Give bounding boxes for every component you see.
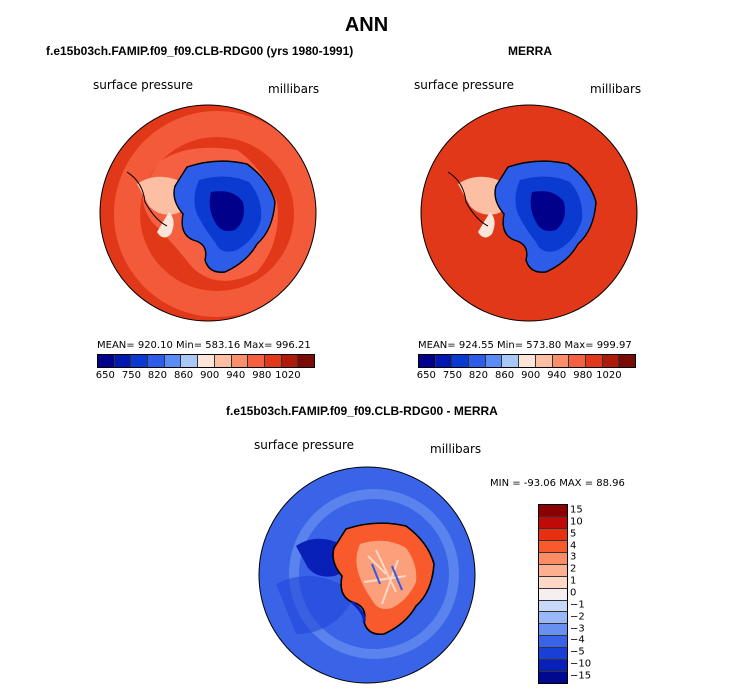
colorbar-diff	[538, 504, 568, 684]
colorbar-swatch	[539, 552, 567, 565]
colorbar-tick-label: 820	[147, 370, 168, 381]
colorbar-tick-label: −3	[570, 623, 585, 635]
colorbar-swatch	[164, 355, 182, 367]
colorbar-swatch	[148, 355, 165, 367]
colorbar-tick-label: 900	[200, 370, 220, 381]
colorbar-swatch	[539, 528, 567, 541]
colorbar-tick-label: 940	[547, 370, 567, 381]
stats-merra: MEAN= 924.55 Min= 573.80 Max= 999.97	[418, 340, 632, 351]
colorbar-swatch	[539, 505, 567, 517]
colorbar-tick-label: 15	[570, 504, 583, 516]
colorbar-tick-label: 1020	[596, 370, 622, 381]
colorbar-tick-label: 2	[570, 563, 577, 575]
colorbar-swatch	[98, 355, 115, 367]
colorbar-ticks-model: 650 750 820 860 900 940 980 1020	[95, 370, 313, 384]
map-merra	[420, 104, 638, 322]
colorbar-swatch	[231, 355, 249, 367]
colorbar-swatch	[619, 355, 635, 367]
colorbar-swatch	[602, 355, 620, 367]
colorbar-tick-label: 1	[570, 575, 577, 587]
panel-title-model: f.e15b03ch.FAMIP.f09_f09.CLB-RDG00 (yrs …	[46, 44, 354, 58]
colorbar-tick-label: 750	[121, 370, 141, 381]
colorbar-tick-label: 10	[570, 516, 583, 528]
colorbar-tick-label: 820	[468, 370, 489, 381]
units-label-merra: millibars	[590, 82, 642, 96]
variable-label-merra: surface pressure	[414, 78, 514, 92]
colorbar-tick-label: 860	[495, 370, 515, 381]
colorbar-tick-label: 1020	[275, 370, 301, 381]
colorbar-tick-label: 900	[521, 370, 541, 381]
colorbar-tick-label: 5	[570, 528, 577, 540]
colorbar-tick-label: 980	[252, 370, 272, 381]
colorbar-swatch	[114, 355, 132, 367]
colorbar-tick-label: 750	[442, 370, 462, 381]
colorbar-swatch	[298, 355, 314, 367]
colorbar-swatch	[248, 355, 265, 367]
colorbar-swatch	[131, 355, 149, 367]
colorbar-model	[97, 354, 315, 368]
colorbar-tick-label: 3	[570, 551, 577, 563]
colorbar-swatch	[552, 355, 570, 367]
colorbar-swatch	[198, 355, 215, 367]
colorbar-swatch	[539, 600, 567, 613]
colorbar-swatch	[539, 576, 567, 589]
units-label-model: millibars	[268, 82, 320, 96]
colorbar-swatch	[535, 355, 553, 367]
colorbar-swatch	[539, 540, 567, 553]
colorbar-tick-label: 980	[573, 370, 593, 381]
colorbar-swatch	[452, 355, 470, 367]
colorbar-swatch	[519, 355, 536, 367]
colorbar-tick-label: −15	[570, 670, 592, 682]
map-model	[99, 104, 317, 322]
colorbar-tick-label: 860	[174, 370, 194, 381]
colorbar-swatch	[281, 355, 299, 367]
colorbar-merra	[418, 354, 636, 368]
map-diff	[258, 466, 476, 684]
colorbar-swatch	[539, 516, 567, 529]
colorbar-tick-label: 650	[416, 370, 436, 381]
colorbar-tick-label: −4	[570, 634, 585, 646]
stats-diff: MIN = -93.06 MAX = 88.96	[490, 478, 625, 489]
colorbar-swatch	[539, 660, 567, 673]
colorbar-tick-label: −10	[570, 658, 592, 670]
variable-label-diff: surface pressure	[254, 438, 354, 452]
colorbar-swatch	[502, 355, 520, 367]
colorbar-swatch	[539, 672, 567, 684]
colorbar-swatch	[585, 355, 603, 367]
main-title: ANN	[344, 14, 389, 36]
variable-label-model: surface pressure	[93, 78, 193, 92]
colorbar-swatch	[539, 588, 567, 601]
colorbar-tick-label: −5	[570, 646, 585, 658]
colorbar-swatch	[264, 355, 282, 367]
colorbar-swatch	[539, 624, 567, 637]
colorbar-tick-label: 650	[95, 370, 115, 381]
colorbar-swatch	[469, 355, 486, 367]
colorbar-swatch	[485, 355, 503, 367]
colorbar-tick-label: 0	[570, 587, 577, 599]
colorbar-swatch	[181, 355, 199, 367]
colorbar-tick-label: −2	[570, 611, 585, 623]
stats-model: MEAN= 920.10 Min= 583.16 Max= 996.21	[97, 340, 311, 351]
colorbar-ticks-diff: 15 10 5 4 3 2 1 0 −1 −2 −3 −4 −5 −10 −15	[570, 504, 610, 682]
colorbar-swatch	[539, 648, 567, 661]
colorbar-swatch	[569, 355, 586, 367]
colorbar-swatch	[419, 355, 436, 367]
colorbar-tick-label: −1	[570, 599, 585, 611]
colorbar-tick-label: 4	[570, 540, 577, 552]
colorbar-tick-label: 940	[226, 370, 246, 381]
colorbar-swatch	[539, 612, 567, 625]
colorbar-ticks-merra: 650 750 820 860 900 940 980 1020	[416, 370, 634, 384]
panel-title-diff: f.e15b03ch.FAMIP.f09_f09.CLB-RDG00 - MER…	[226, 404, 498, 418]
units-label-diff: millibars	[430, 442, 482, 456]
colorbar-swatch	[539, 636, 567, 649]
colorbar-swatch	[539, 564, 567, 577]
panel-title-merra: MERRA	[508, 44, 552, 58]
colorbar-swatch	[214, 355, 232, 367]
colorbar-swatch	[435, 355, 453, 367]
